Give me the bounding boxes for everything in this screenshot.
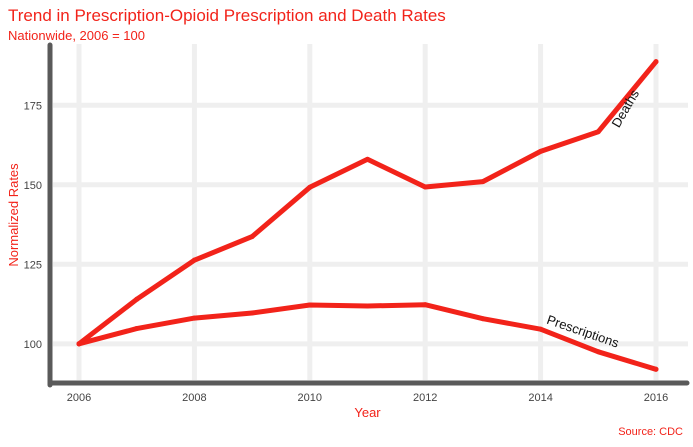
data-point-deaths-2016 [653,59,659,65]
data-point-prescriptions-2008 [191,315,197,321]
series-line-prescriptions [76,302,659,372]
data-point-deaths-2010 [307,184,313,190]
chart-subtitle: Nationwide, 2006 = 100 [8,28,145,43]
x-tick-label-2014: 2014 [528,392,552,404]
data-point-deaths-2007 [134,296,140,302]
x-tick-label-2006: 2006 [67,392,91,404]
data-point-prescriptions-2006 [76,341,82,347]
x-axis-title: Year [354,405,381,420]
y-tick-label-100: 100 [24,339,42,351]
data-point-deaths-2009 [249,234,255,240]
data-point-deaths-2011 [365,156,370,162]
data-point-prescriptions-2010 [307,302,313,308]
axes [47,42,690,388]
data-point-prescriptions-2009 [249,310,255,316]
data-point-prescriptions-2012 [422,302,428,308]
x-tick-label-2010: 2010 [298,392,322,404]
data-point-prescriptions-2016 [653,366,659,372]
chart-title: Trend in Prescription-Opioid Prescriptio… [8,6,446,25]
data-point-deaths-2013 [480,179,486,185]
y-tick-label-175: 175 [24,100,42,112]
y-axis-title: Normalized Rates [6,163,21,267]
data-point-deaths-2012 [422,184,428,190]
data-point-prescriptions-2007 [134,326,140,332]
data-point-prescriptions-2013 [480,316,486,322]
y-tick-label-125: 125 [24,259,42,271]
tick-labels: 2006 2008 2010 2012 2014 2016 100 125 150 175 [24,100,669,404]
source-note: Source: CDC [618,426,683,438]
x-tick-label-2012: 2012 [413,392,437,404]
x-tick-label-2016: 2016 [644,392,668,404]
data-point-prescriptions-2014 [538,326,544,332]
x-tick-label-2008: 2008 [182,392,206,404]
y-tick-label-150: 150 [24,180,42,192]
data-point-deaths-2015 [595,129,601,135]
data-point-prescriptions-2015 [595,349,601,355]
data-point-prescriptions-2011 [365,303,370,309]
series-lines [76,59,659,372]
data-point-deaths-2014 [538,148,544,154]
series-label-deaths: Deaths [608,86,642,130]
data-point-deaths-2008 [191,257,197,263]
